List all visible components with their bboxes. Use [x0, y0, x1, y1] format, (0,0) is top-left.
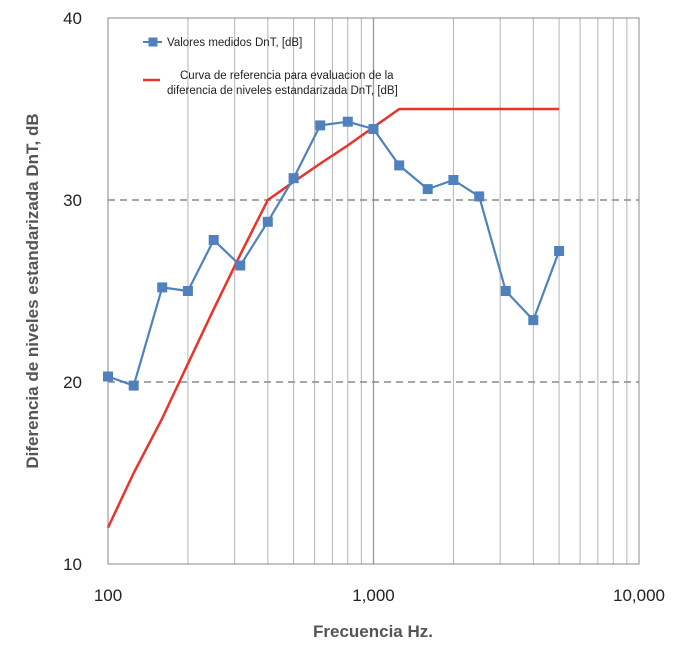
legend-label-measured: Valores medidos DnT, [dB] [167, 37, 302, 49]
measured-point [103, 371, 113, 382]
measured-point [182, 286, 193, 296]
measured-point [394, 160, 405, 171]
x-tick-label: 1,000 [352, 586, 395, 605]
legend-label-reference-line1: Curva de referencia para evaluacion de l… [180, 70, 394, 82]
measured-point [448, 175, 459, 185]
measured-point [554, 246, 565, 256]
y-tick-label: 30 [63, 191, 82, 210]
measured-point [262, 216, 273, 227]
legend-marker-measured [148, 37, 158, 47]
measured-point [288, 173, 299, 184]
measured-values-line [107, 120, 561, 387]
y-axis-title: Diferencia de niveles estandarizada DnT,… [23, 113, 42, 468]
measured-point [422, 184, 433, 195]
x-axis-title: Frecuencia Hz. [313, 622, 433, 641]
y-tick-label: 20 [63, 373, 82, 392]
measured-point [500, 286, 511, 296]
measured-point [208, 235, 219, 245]
measured-point [128, 380, 139, 391]
y-tick-label: 10 [63, 555, 82, 574]
measured-point [315, 120, 326, 131]
x-tick-label: 10,000 [613, 586, 665, 605]
measured-point [235, 260, 246, 271]
reference-curve-line [106, 107, 560, 529]
tick-labels: 100 1,000 10,000 10 20 30 40 [63, 9, 665, 605]
series-layer [103, 107, 565, 529]
legend-label-reference-line2: diferencia de niveles estandarizada DnT,… [167, 85, 398, 97]
measured-point [474, 191, 485, 202]
measured-point [157, 282, 168, 293]
x-tick-label: 100 [94, 586, 122, 605]
measured-point [528, 315, 539, 326]
legend: Valores medidos DnT, [dB] Curva de refer… [143, 37, 398, 97]
measured-point [342, 116, 353, 127]
plot-frame [107, 17, 640, 565]
measured-point [368, 124, 379, 134]
y-tick-label: 40 [63, 9, 82, 28]
